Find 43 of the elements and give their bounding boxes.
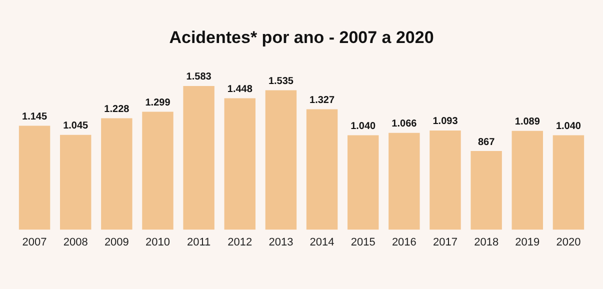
bar (183, 86, 214, 230)
bar (101, 118, 132, 230)
data-label: 1.583 (186, 72, 212, 83)
data-label: 1.535 (268, 76, 294, 88)
bar (430, 130, 461, 230)
x-tick-label: 2014 (310, 236, 334, 248)
x-tick-label: 2016 (392, 236, 416, 248)
x-tick-label: 2013 (268, 236, 294, 248)
data-label: 1.045 (63, 120, 89, 132)
data-label: 1.066 (392, 118, 418, 130)
x-tick-label: 2010 (146, 236, 170, 248)
data-label: 1.093 (432, 116, 458, 128)
chart-title: Acidentes* por ano - 2007 a 2020 (169, 28, 434, 47)
bar (388, 132, 420, 230)
x-tick-label: 2015 (350, 236, 376, 248)
bar (18, 126, 50, 230)
x-tick-label: 2019 (515, 236, 540, 248)
data-label: 1.448 (227, 84, 253, 95)
x-tick-label: 2007 (22, 236, 47, 248)
data-label: 867 (478, 136, 496, 148)
bar (306, 109, 338, 230)
data-label: 1.089 (514, 116, 540, 128)
x-tick-label: 2011 (186, 236, 211, 248)
bar (470, 151, 502, 230)
data-label: 1.040 (350, 121, 376, 132)
x-tick-label: 2008 (63, 236, 88, 248)
x-tick-label: 2018 (474, 236, 499, 248)
data-label: 1.299 (145, 98, 171, 109)
bar (60, 134, 92, 230)
x-tick-label: 2020 (556, 236, 581, 248)
x-tick-label: 2017 (433, 236, 458, 248)
data-label: 1.228 (104, 104, 130, 115)
bar (265, 90, 297, 230)
data-label: 1.327 (310, 94, 335, 106)
data-label: 1.040 (556, 121, 582, 132)
bar (348, 135, 379, 230)
x-tick-label: 2012 (228, 236, 252, 248)
bar (552, 135, 584, 230)
x-tick-label: 2009 (104, 236, 129, 248)
bar (142, 112, 174, 230)
bar (224, 98, 256, 230)
data-label: 1.145 (22, 112, 48, 122)
bar (512, 130, 543, 230)
